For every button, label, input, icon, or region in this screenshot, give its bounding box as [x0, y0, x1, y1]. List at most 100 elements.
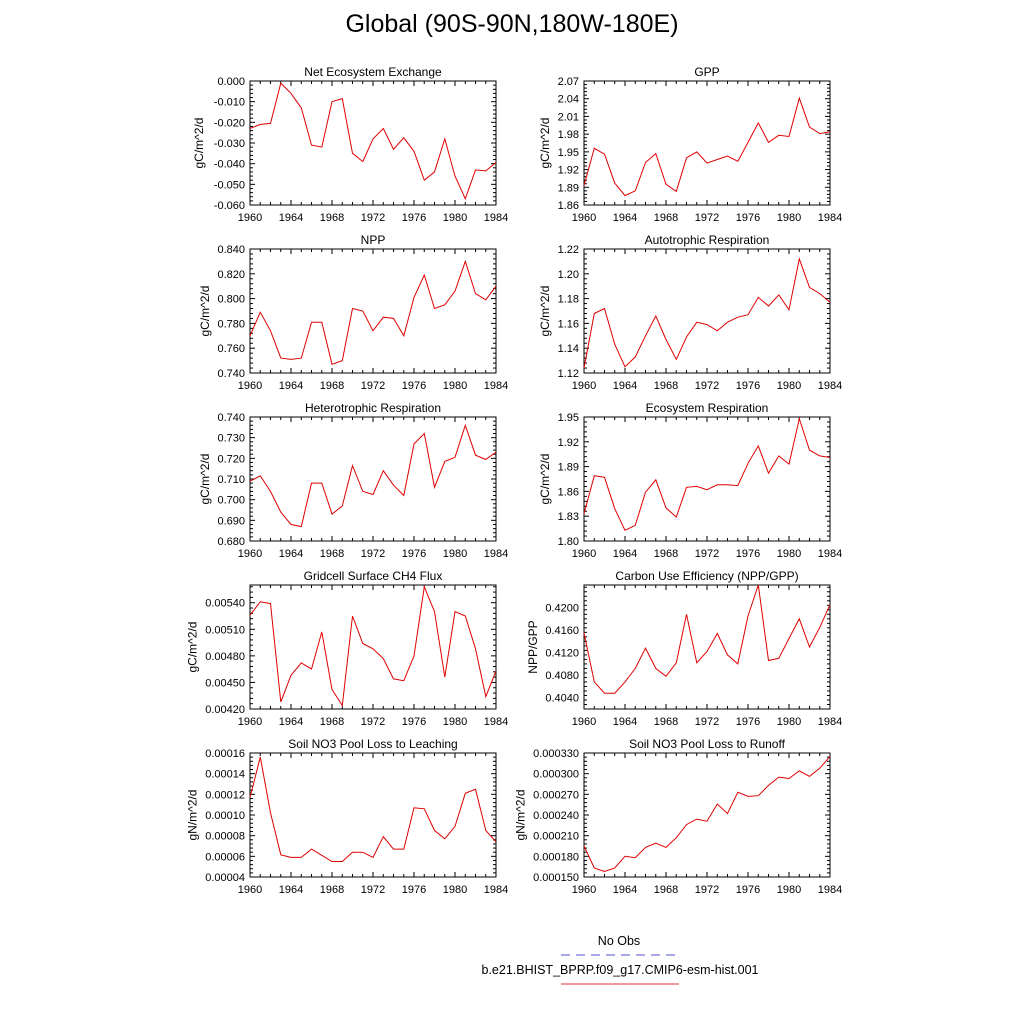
chart-title: Soil NO3 Pool Loss to Leaching: [288, 737, 457, 751]
plot-frame: [249, 248, 497, 374]
series-line: [583, 257, 831, 369]
y-tick-label: 1.95: [558, 147, 579, 159]
x-tick-label: 1968: [654, 380, 678, 392]
legend: No Obs b.e21.BHIST_BPRP.f09_g17.CMIP6-es…: [482, 934, 759, 985]
y-tick-label: 1.98: [558, 129, 579, 141]
y-tick-label: 0.4200: [545, 603, 579, 615]
x-tick-label: 1964: [279, 716, 303, 728]
x-tick-label: 1972: [361, 212, 385, 224]
series-line: [249, 82, 497, 201]
x-tick-label: 1984: [818, 716, 842, 728]
x-tick-label: 1976: [736, 716, 760, 728]
x-tick-label: 1984: [818, 212, 842, 224]
y-tick-label: 0.690: [217, 515, 245, 527]
y-tick-label: 0.000270: [533, 789, 579, 801]
chart-title: Ecosystem Respiration: [646, 401, 769, 415]
y-tick-label: 0.820: [217, 269, 245, 281]
x-tick-label: 1968: [654, 884, 678, 896]
x-tick-label: 1984: [818, 380, 842, 392]
y-tick-label: 0.680: [217, 536, 245, 548]
y-axis-label: gC/m^2/d: [198, 286, 212, 337]
x-tick-label: 1964: [279, 548, 303, 560]
x-tick-label: 1976: [402, 212, 426, 224]
series-line: [249, 423, 497, 528]
y-tick-label: 0.000330: [533, 748, 579, 760]
x-tick-label: 1984: [818, 884, 842, 896]
page-title: Global (90S-90N,180W-180E): [345, 10, 679, 38]
x-tick-label: 1960: [238, 380, 262, 392]
x-tick-label: 1968: [320, 548, 344, 560]
x-tick-label: 1980: [443, 380, 467, 392]
plot-frame: [249, 80, 497, 206]
x-tick-label: 1968: [654, 212, 678, 224]
chart-panel: Net Ecosystem Exchange 1960 1964 1968 1972 19…: [192, 65, 508, 224]
x-tick-label: 1960: [238, 212, 262, 224]
x-tick-label: 1972: [695, 548, 719, 560]
x-tick-label: 1964: [613, 548, 637, 560]
y-tick-label: 0.00012: [205, 789, 245, 801]
y-tick-label: 1.95: [558, 412, 579, 424]
y-tick-label: 2.01: [558, 111, 579, 123]
x-tick-label: 1968: [320, 884, 344, 896]
chart-title: NPP: [361, 233, 386, 247]
chart-title: Carbon Use Efficiency (NPP/GPP): [615, 569, 798, 583]
y-axis-label: gC/m^2/d: [186, 622, 200, 673]
x-tick-label: 1976: [402, 548, 426, 560]
chart-panel: Gridcell Surface CH4 Flux 1960 1964 1968 197…: [186, 569, 509, 728]
y-tick-label: 0.4160: [545, 625, 579, 637]
x-tick-label: 1960: [572, 380, 596, 392]
y-tick-label: 0.00420: [205, 704, 245, 716]
y-tick-label: 0.00010: [205, 810, 245, 822]
x-tick-label: 1972: [695, 884, 719, 896]
y-tick-label: 0.00540: [205, 598, 245, 610]
y-tick-label: 1.18: [558, 294, 579, 306]
y-tick-label: 0.000180: [533, 851, 579, 863]
chart-panel: Ecosystem Respiration 1960 1964 1968 1972 197…: [538, 401, 842, 560]
y-axis-label: NPP/GPP: [526, 620, 540, 673]
chart-title: Heterotrophic Respiration: [305, 401, 441, 415]
chart-panel: Autotrophic Respiration 1960 1964 1968 1972 1…: [538, 233, 842, 392]
y-tick-label: 0.4080: [545, 670, 579, 682]
y-tick-label: 1.22: [558, 244, 579, 256]
x-tick-label: 1964: [613, 212, 637, 224]
y-tick-label: 1.89: [558, 182, 579, 194]
y-tick-label: 0.00016: [205, 748, 245, 760]
y-tick-label: -0.030: [214, 138, 245, 150]
chart-title: Autotrophic Respiration: [645, 233, 770, 247]
x-tick-label: 1984: [818, 548, 842, 560]
panel-grid: Net Ecosystem Exchange 1960 1964 1968 1972 19…: [186, 65, 843, 896]
y-tick-label: 1.20: [558, 269, 579, 281]
y-tick-label: 0.00480: [205, 651, 245, 663]
series-line: [249, 584, 497, 707]
series-line: [583, 584, 831, 694]
chart-title: Gridcell Surface CH4 Flux: [304, 569, 443, 583]
y-tick-label: 0.00450: [205, 677, 245, 689]
x-tick-label: 1964: [613, 380, 637, 392]
y-tick-label: 2.07: [558, 76, 579, 88]
x-tick-label: 1968: [320, 380, 344, 392]
x-tick-label: 1964: [613, 716, 637, 728]
x-tick-label: 1980: [777, 380, 801, 392]
series-line: [583, 96, 831, 197]
y-tick-label: 1.14: [558, 343, 579, 355]
y-tick-label: -0.040: [214, 159, 245, 171]
y-tick-label: 0.000240: [533, 810, 579, 822]
y-tick-label: 1.83: [558, 511, 579, 523]
x-tick-label: 1976: [736, 212, 760, 224]
x-tick-label: 1976: [736, 380, 760, 392]
x-tick-label: 1984: [484, 884, 508, 896]
x-tick-label: 1984: [484, 548, 508, 560]
x-tick-label: 1960: [238, 716, 262, 728]
x-tick-label: 1972: [361, 716, 385, 728]
x-tick-label: 1960: [572, 212, 596, 224]
x-tick-label: 1964: [279, 380, 303, 392]
chart-panel: Carbon Use Efficiency (NPP/GPP) 1960 1964 1…: [526, 569, 842, 728]
chart-title: GPP: [694, 65, 719, 79]
plot-frame: [249, 584, 497, 710]
x-tick-label: 1980: [777, 884, 801, 896]
legend-label-model-run: b.e21.BHIST_BPRP.f09_g17.CMIP6-esm-hist.…: [482, 963, 759, 977]
y-axis-label: gN/m^2/d: [186, 790, 200, 841]
y-tick-label: -0.050: [214, 179, 245, 191]
x-tick-label: 1964: [279, 212, 303, 224]
